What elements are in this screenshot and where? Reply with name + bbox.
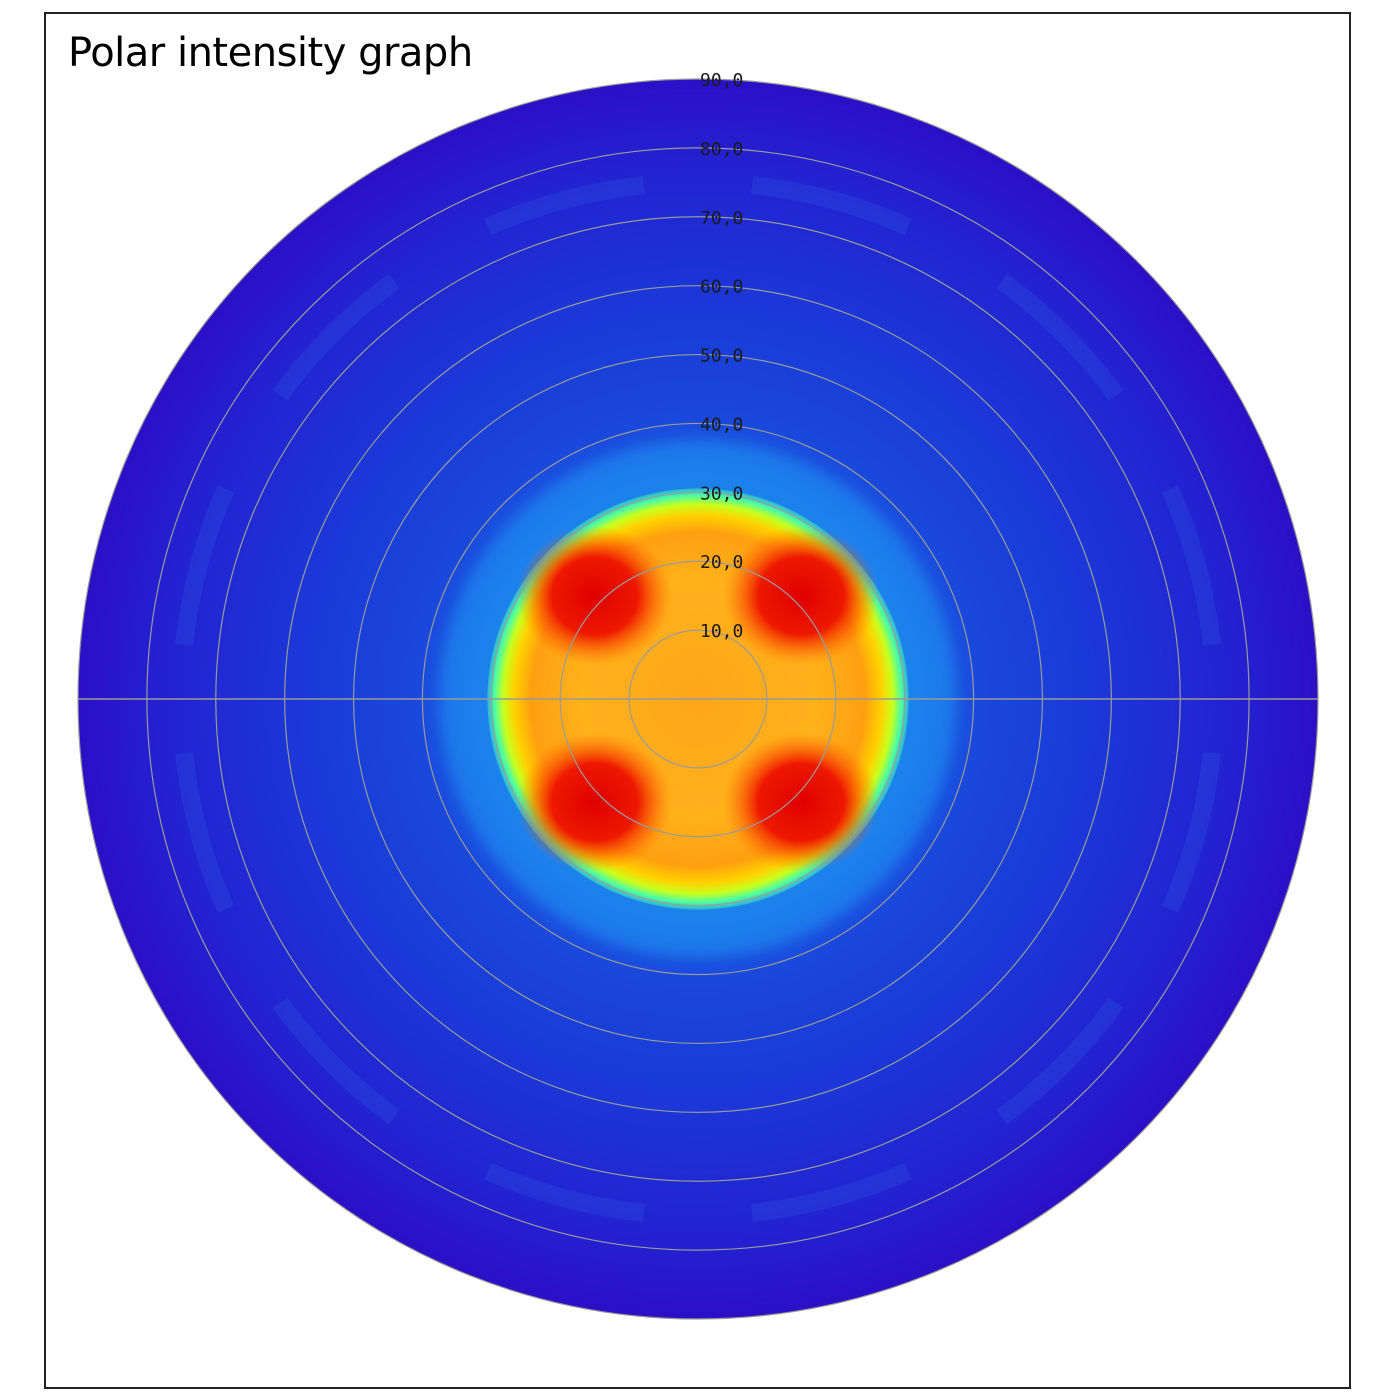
radial-tick-label: 30,0 <box>700 483 743 504</box>
polar-grid <box>77 78 1319 1320</box>
outer-ripple-segment <box>484 176 645 236</box>
outer-ripple-segment <box>1161 485 1221 646</box>
peak-lobe <box>516 732 673 873</box>
outer-ripple-segment <box>175 752 235 913</box>
radial-tick-label: 60,0 <box>700 277 743 298</box>
radial-tick-label: 40,0 <box>700 414 743 435</box>
radial-tick-label: 90,0 <box>700 70 743 91</box>
peak-lobe <box>723 732 880 873</box>
outer-ripple-segment <box>484 1162 645 1222</box>
radial-tick-label: 10,0 <box>700 621 743 642</box>
outer-ripple-segment <box>751 1162 912 1222</box>
outer-ripple-segment <box>996 273 1124 401</box>
radial-tick-labels: 10,0 20,0 30,0 40,0 50,0 60,0 70,0 80,0 90,0 <box>700 70 743 642</box>
radial-tick-label: 50,0 <box>700 346 743 367</box>
radial-tick-label: 70,0 <box>700 208 743 229</box>
radial-tick-label: 80,0 <box>700 139 743 160</box>
outer-ripple-segment <box>1161 752 1221 913</box>
chart-title: Polar intensity graph <box>68 30 473 76</box>
radial-tick-label: 20,0 <box>700 552 743 573</box>
peak-lobe <box>723 525 880 666</box>
outer-ripple-segment <box>996 997 1124 1125</box>
outer-ripple-segment <box>751 176 912 236</box>
outer-ripple-segment <box>272 997 400 1125</box>
outer-ripple-segment <box>272 273 400 401</box>
outer-ripple-segment <box>175 485 235 646</box>
peak-lobe <box>516 525 673 666</box>
